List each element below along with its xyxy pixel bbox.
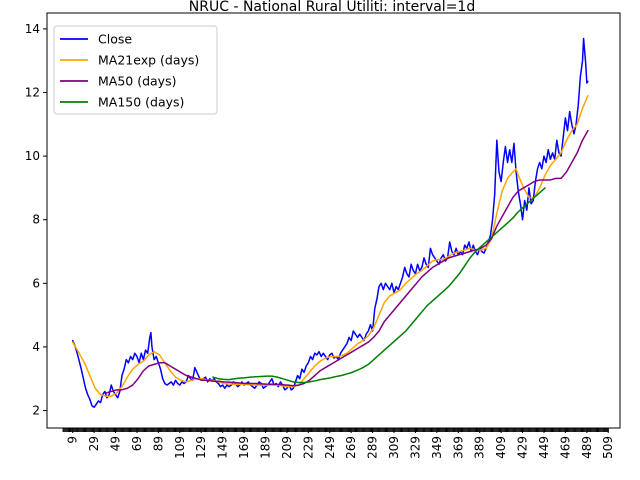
y-axis: 2 4 6 8 10 12 14 [25, 22, 47, 418]
legend-box [53, 25, 218, 115]
x-tick-label: 9 [66, 436, 80, 444]
x-tick-label: 49 [109, 436, 123, 451]
x-tick-label: 429 [516, 436, 530, 459]
x-tick-label: 469 [558, 436, 572, 459]
series-line-0 [71, 37, 589, 409]
x-tick-label: 189 [258, 436, 272, 459]
x-minor-tick-band [62, 428, 609, 432]
x-tick-label: 229 [301, 436, 315, 459]
x-tick-label: 389 [473, 436, 487, 459]
x-tick-label: 249 [323, 436, 337, 459]
series-layer [71, 37, 589, 409]
x-tick-label: 69 [130, 436, 144, 451]
chart-title: NRUC - National Rural Utiliti: interval=… [189, 0, 475, 15]
series-line-3 [212, 187, 546, 384]
x-tick-label: 209 [280, 436, 294, 459]
x-tick-label: 169 [237, 436, 251, 459]
legend-label-0: Close [98, 32, 132, 47]
x-tick-label: 449 [537, 436, 551, 459]
series-line-2 [105, 129, 589, 394]
x-tick-label: 409 [494, 436, 508, 459]
y-tick-label: 4 [32, 340, 40, 354]
x-tick-label: 509 [601, 436, 615, 459]
y-tick-label: 2 [32, 404, 40, 418]
x-tick-label: 109 [173, 436, 187, 459]
x-tick-label: 489 [580, 436, 594, 459]
legend-label-3: MA150 (days) [98, 95, 184, 110]
x-tick-label: 309 [387, 436, 401, 459]
series-line-1 [71, 94, 589, 397]
y-tick-label: 6 [32, 276, 40, 290]
x-tick-label: 289 [366, 436, 380, 459]
x-axis: 9 29 49 69 89 109 129 149 169 189 209 229 249 269 289 3… [62, 428, 615, 459]
x-tick-label: 129 [194, 436, 208, 459]
legend-label-2: MA50 (days) [98, 74, 176, 89]
y-tick-label: 10 [25, 149, 40, 163]
x-tick-label: 89 [151, 436, 165, 451]
x-tick-label: 329 [408, 436, 422, 459]
x-tick-label: 29 [87, 436, 101, 451]
y-tick-label: 8 [32, 213, 40, 227]
x-tick-label: 149 [216, 436, 230, 459]
plot-frame [46, 12, 621, 429]
y-tick-label: 12 [25, 86, 40, 100]
x-tick-label: 349 [430, 436, 444, 459]
x-tick-label: 269 [344, 436, 358, 459]
legend: Close MA21exp (days) MA50 (days) MA150 (day… [53, 25, 218, 115]
legend-label-1: MA21exp (days) [98, 53, 199, 68]
x-tick-label: 369 [451, 436, 465, 459]
plot-area [46, 12, 621, 429]
y-tick-label: 14 [25, 22, 40, 36]
